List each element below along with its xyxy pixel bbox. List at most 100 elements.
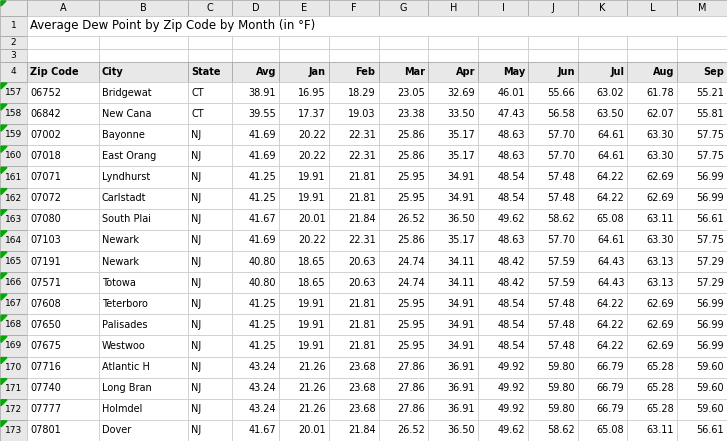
Bar [428,377,478,399]
Text: 41.67: 41.67 [249,426,276,435]
Text: 36.50: 36.50 [448,426,475,435]
Text: 48.42: 48.42 [497,257,525,266]
Text: 59.80: 59.80 [547,362,574,372]
Text: 48.42: 48.42 [497,278,525,288]
Bar [329,377,379,399]
Bar [99,187,188,209]
Bar [578,0,627,16]
Bar [27,356,99,377]
Bar [678,314,727,336]
Text: 07571: 07571 [30,278,61,288]
Bar [0,399,27,420]
Text: 169: 169 [5,341,22,351]
Bar [478,272,528,293]
Text: 66.79: 66.79 [597,404,624,415]
Bar [627,399,678,420]
Text: 25.86: 25.86 [398,151,425,161]
Bar [528,62,578,82]
Polygon shape [1,336,7,342]
Text: 34.91: 34.91 [448,341,475,351]
Bar [279,124,329,146]
Text: 35.17: 35.17 [447,151,475,161]
Bar [528,0,578,16]
Text: 66.79: 66.79 [597,383,624,393]
Text: Bayonne: Bayonne [102,130,145,140]
Bar [329,293,379,314]
Text: B: B [140,3,147,13]
Bar [478,0,528,16]
Text: 63.02: 63.02 [597,88,624,97]
Bar [0,124,27,146]
Bar [428,82,478,103]
Text: 56.99: 56.99 [696,341,724,351]
Bar [428,124,478,146]
Bar [99,336,188,356]
Text: NJ: NJ [191,257,201,266]
Text: City: City [102,67,124,77]
Bar [627,230,678,251]
Bar [188,230,232,251]
Bar [428,356,478,377]
Bar [0,0,27,16]
Text: 4: 4 [11,67,16,76]
Bar [478,82,528,103]
Bar [99,272,188,293]
Text: 07002: 07002 [30,130,61,140]
Bar [578,49,627,62]
Text: 19.91: 19.91 [298,193,326,203]
Text: NJ: NJ [191,151,201,161]
Bar [578,293,627,314]
Bar [627,124,678,146]
Bar [379,356,428,377]
Bar [0,209,27,230]
Text: NJ: NJ [191,426,201,435]
Text: 23.38: 23.38 [398,108,425,119]
Bar [528,146,578,166]
Bar [478,36,528,49]
Bar [528,377,578,399]
Bar [678,103,727,124]
Text: 18.65: 18.65 [298,278,326,288]
Bar [188,49,232,62]
Bar [99,399,188,420]
Text: 34.11: 34.11 [448,278,475,288]
Bar [0,103,27,124]
Bar [478,49,528,62]
Bar [27,230,99,251]
Bar [232,377,279,399]
Bar [232,272,279,293]
Bar [232,0,279,16]
Text: 46.01: 46.01 [497,88,525,97]
Bar [279,272,329,293]
Bar [678,49,727,62]
Text: 07716: 07716 [30,362,61,372]
Text: CT: CT [191,88,204,97]
Text: 41.25: 41.25 [248,193,276,203]
Text: Jul: Jul [611,67,624,77]
Bar [478,124,528,146]
Bar [428,314,478,336]
Text: 34.91: 34.91 [448,320,475,330]
Bar [232,420,279,441]
Bar [379,49,428,62]
Text: 62.69: 62.69 [646,193,674,203]
Text: 58.62: 58.62 [547,426,574,435]
Text: C: C [206,3,214,13]
Text: 171: 171 [5,384,22,392]
Text: 63.11: 63.11 [647,426,674,435]
Bar [528,272,578,293]
Bar [528,49,578,62]
Bar [528,356,578,377]
Text: 21.26: 21.26 [298,383,326,393]
Bar [678,187,727,209]
Text: 21.81: 21.81 [348,341,376,351]
Text: 07071: 07071 [30,172,61,182]
Text: 48.54: 48.54 [497,193,525,203]
Bar [329,0,379,16]
Bar [478,420,528,441]
Bar [329,420,379,441]
Polygon shape [1,294,7,300]
Text: NJ: NJ [191,299,201,309]
Text: 41.25: 41.25 [248,172,276,182]
Text: 21.81: 21.81 [348,299,376,309]
